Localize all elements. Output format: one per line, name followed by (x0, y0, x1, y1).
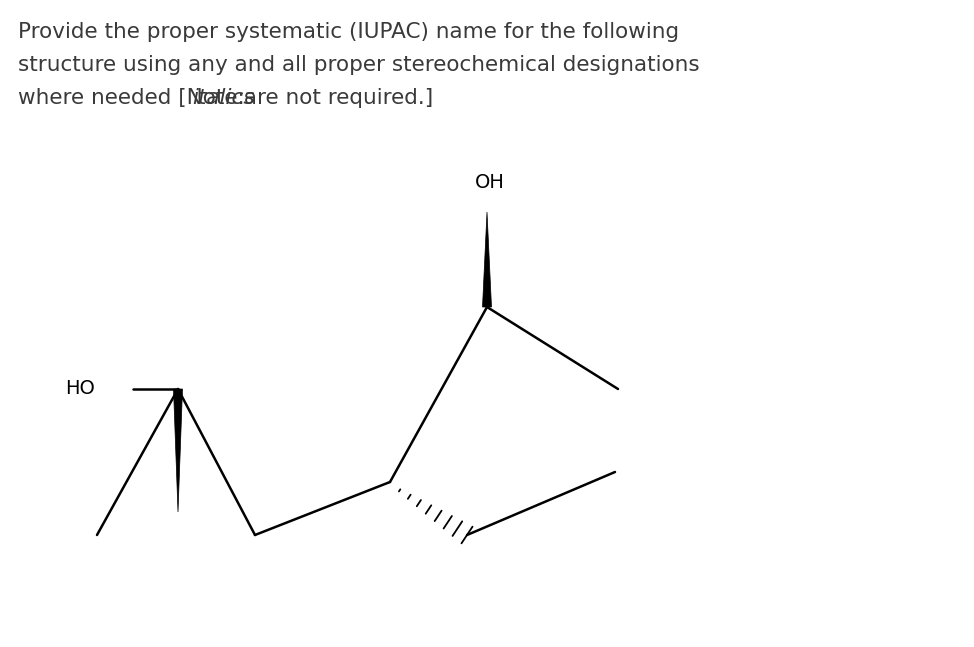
Text: italics: italics (192, 88, 254, 108)
Text: where needed [Note:: where needed [Note: (18, 88, 251, 108)
Polygon shape (173, 389, 182, 512)
Polygon shape (482, 212, 492, 307)
Text: OH: OH (475, 173, 505, 192)
Text: HO: HO (65, 380, 94, 399)
Text: are not required.]: are not required.] (237, 88, 433, 108)
Text: Provide the proper systematic (IUPAC) name for the following: Provide the proper systematic (IUPAC) na… (18, 22, 679, 42)
Text: structure using any and all proper stereochemical designations: structure using any and all proper stere… (18, 55, 699, 75)
